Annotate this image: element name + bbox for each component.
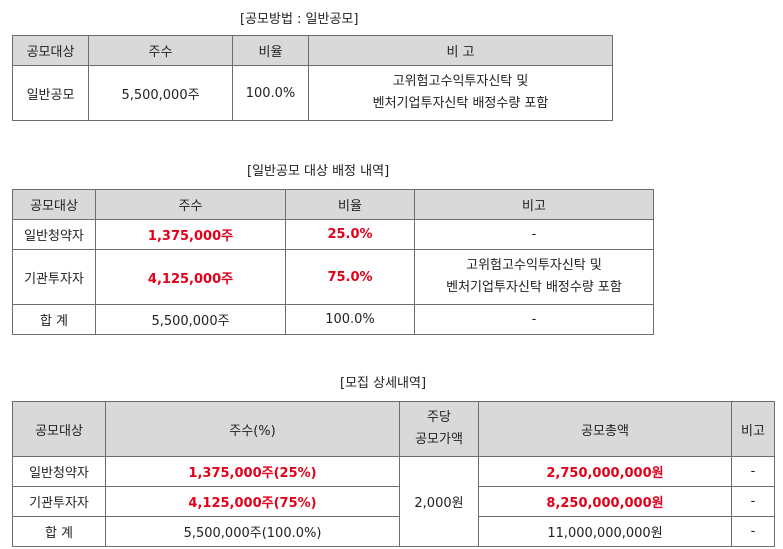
header-shares: 주수 (95, 189, 286, 220)
cell-ratio: 75.0% (285, 249, 415, 305)
note-line: 벤처기업투자신탁 배정수량 포함 (372, 96, 549, 111)
note-line: 고위험고수익투자신탁 및 (392, 74, 529, 89)
header-price: 주당 공모가액 (399, 401, 479, 457)
cell-shares: 5,500,000주(100.0%) (105, 516, 400, 547)
cell-note: - (731, 456, 775, 487)
cell-note: - (414, 219, 654, 250)
cell-ratio: 100.0% (285, 304, 415, 335)
table-row: 일반공모 5,500,000주 100.0% 고위험고수익투자신탁 및 벤처기업… (12, 65, 613, 121)
table2-caption: [일반공모 대상 배정 내역] (247, 164, 390, 179)
table-row: 일반청약자 1,375,000주 25.0% - (12, 219, 654, 250)
cell-shares: 4,125,000주(75%) (105, 486, 400, 517)
table-row: 기관투자자 4,125,000주(75%) 8,250,000,000원 - (12, 486, 775, 517)
cell-target: 일반청약자 (12, 456, 106, 487)
header-target: 공모대상 (12, 401, 106, 457)
table3-caption: [모집 상세내역] (340, 376, 427, 391)
header-ratio: 비율 (285, 189, 415, 220)
public-offering-method-table: 공모대상 주수 비율 비 고 일반공모 5,500,000주 100.0% 고위… (12, 35, 613, 121)
header-price-line: 주당 (427, 410, 451, 425)
header-note: 비고 (731, 401, 775, 457)
cell-note: 고위험고수익투자신탁 및 벤처기업투자신탁 배정수량 포함 (414, 249, 654, 305)
header-target: 공모대상 (12, 189, 96, 220)
header-total: 공모총액 (478, 401, 732, 457)
table1-caption: [공모방법 : 일반공모] (240, 12, 359, 27)
cell-shares: 1,375,000주(25%) (105, 456, 400, 487)
header-target: 공모대상 (12, 35, 89, 66)
offering-detail-table: 공모대상 주수(%) 주당 공모가액 공모총액 비고 일반청약자 1,375,0… (12, 401, 775, 547)
header-shares: 주수 (88, 35, 233, 66)
note-line: 고위험고수익투자신탁 및 (466, 258, 602, 273)
cell-target: 일반공모 (12, 65, 89, 121)
table-row: 합 계 5,500,000주(100.0%) 11,000,000,000원 - (12, 516, 775, 547)
note-line: 벤처기업투자신탁 배정수량 포함 (446, 280, 622, 295)
cell-note: 고위험고수익투자신탁 및 벤처기업투자신탁 배정수량 포함 (308, 65, 613, 121)
allocation-table: 공모대상 주수 비율 비고 일반청약자 1,375,000주 25.0% - 기… (12, 189, 654, 335)
cell-ratio: 25.0% (285, 219, 415, 250)
header-price-line: 공모가액 (415, 432, 463, 447)
table-row: 기관투자자 4,125,000주 75.0% 고위험고수익투자신탁 및 벤처기업… (12, 249, 654, 305)
cell-shares: 1,375,000주 (95, 219, 286, 250)
cell-price: 2,000원 (399, 456, 479, 547)
cell-target: 일반청약자 (12, 219, 96, 250)
cell-total: 8,250,000,000원 (478, 486, 732, 517)
cell-shares: 4,125,000주 (95, 249, 286, 305)
header-ratio: 비율 (232, 35, 309, 66)
cell-target: 합 계 (12, 516, 106, 547)
cell-target: 기관투자자 (12, 249, 96, 305)
cell-ratio: 100.0% (232, 65, 309, 121)
cell-note: - (414, 304, 654, 335)
cell-shares: 5,500,000주 (88, 65, 233, 121)
cell-note: - (731, 516, 775, 547)
cell-target: 기관투자자 (12, 486, 106, 517)
cell-total: 11,000,000,000원 (478, 516, 732, 547)
table-row: 일반청약자 1,375,000주(25%) 2,000원 2,750,000,0… (12, 456, 775, 547)
cell-shares: 5,500,000주 (95, 304, 286, 335)
cell-target: 합 계 (12, 304, 96, 335)
header-shares: 주수(%) (105, 401, 400, 457)
header-note: 비고 (414, 189, 654, 220)
cell-note: - (731, 486, 775, 517)
table-row: 합 계 5,500,000주 100.0% - (12, 304, 654, 335)
cell-total: 2,750,000,000원 (478, 456, 732, 487)
header-note: 비 고 (308, 35, 613, 66)
